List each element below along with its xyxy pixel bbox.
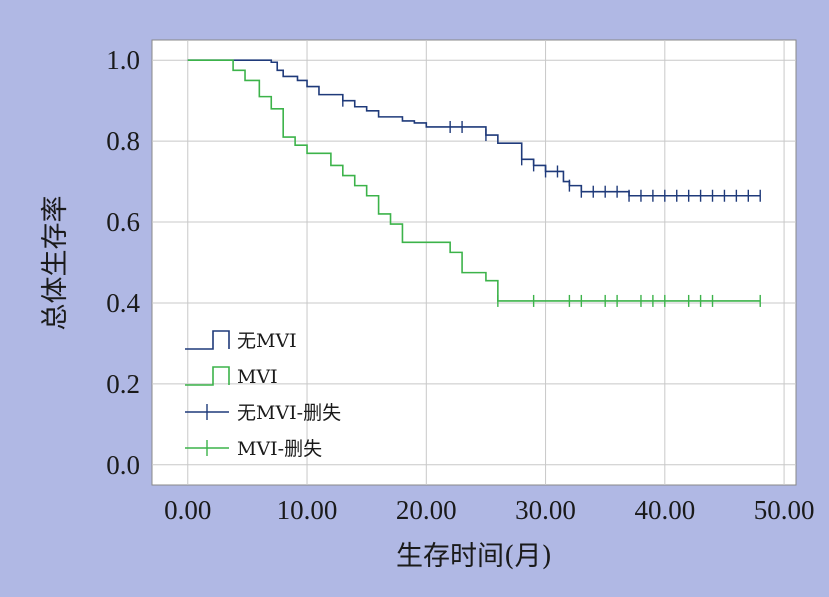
x-tick-label: 50.00 (754, 495, 815, 525)
plot-area (151, 39, 797, 486)
y-tick-label: 0.2 (106, 369, 140, 399)
legend-step-symbol (185, 330, 230, 350)
y-tick-label: 0.4 (106, 288, 140, 318)
y-axis-ticks: 0.0 0.2 0.4 0.6 0.8 1.0 (106, 45, 140, 480)
series-line-1 (187, 59, 761, 302)
legend-label: 无MVI-删失 (237, 402, 341, 424)
y-tick-label: 0.0 (106, 450, 140, 480)
x-axis-title: 生存时间(月) (396, 541, 552, 572)
grid-lines (152, 40, 796, 485)
legend-label: MVI (237, 366, 278, 388)
x-tick-label: 0.00 (164, 495, 211, 525)
legend-label: 无MVI (237, 330, 297, 352)
x-axis-ticks: 0.00 10.00 20.00 30.00 40.00 50.00 (164, 495, 814, 525)
x-tick-label: 20.00 (396, 495, 457, 525)
x-tick-label: 10.00 (277, 495, 338, 525)
x-tick-label: 30.00 (515, 495, 576, 525)
series-group (187, 59, 761, 307)
y-tick-label: 1.0 (106, 45, 140, 75)
y-axis-title: 总体生存率 (40, 196, 71, 331)
legend-label: MVI-删失 (237, 438, 322, 460)
legend-step-symbol (185, 366, 230, 386)
x-tick-label: 40.00 (634, 495, 695, 525)
legend: 无MVI MVI 无MVI-删失 MVI-删失 (185, 330, 341, 460)
series-line-0 (187, 59, 761, 197)
y-tick-label: 0.8 (106, 126, 140, 156)
y-tick-label: 0.6 (106, 207, 140, 237)
